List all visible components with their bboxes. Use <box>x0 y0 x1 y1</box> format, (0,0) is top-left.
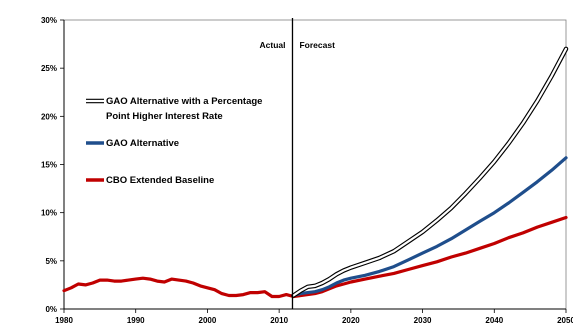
legend-label-gao-alternative: GAO Alternative <box>106 138 179 149</box>
y-tick-label: 15% <box>41 161 57 170</box>
x-tick-label: 2050 <box>557 316 573 325</box>
actual-forecast-divider: Actual Forecast <box>260 18 335 309</box>
y-axis: 0% 5% 10% 15% 20% 25% 30% <box>41 16 65 314</box>
series-line-gao-higher-rate <box>292 47 568 297</box>
x-tick-label: 2000 <box>199 316 217 325</box>
x-tick-label: 2040 <box>485 316 503 325</box>
legend-label-gao-higher-rate: GAO Alternative with a Percentage Point H… <box>106 96 262 122</box>
series-lines <box>62 46 569 299</box>
x-tick-label: 2020 <box>342 316 360 325</box>
history-line <box>62 276 296 299</box>
x-tick-label: 1980 <box>55 316 73 325</box>
y-tick-label: 5% <box>45 257 57 266</box>
series-line-cbo-baseline <box>291 215 568 299</box>
actual-label: Actual <box>260 40 286 50</box>
legend-label-cbo-baseline: CBO Extended Baseline <box>106 175 214 186</box>
x-tick-label: 1990 <box>127 316 145 325</box>
forecast-label: Forecast <box>299 40 335 50</box>
y-tick-label: 0% <box>45 305 57 314</box>
y-tick-label: 25% <box>41 64 57 73</box>
y-tick-label: 30% <box>41 16 57 25</box>
x-tick-label: 2030 <box>414 316 432 325</box>
legend: GAO Alternative with a Percentage Point H… <box>86 96 262 186</box>
series-line-gao-alternative <box>291 156 568 298</box>
y-tick-label: 20% <box>41 112 57 121</box>
series-line-gao-higher-rate-outline <box>291 46 569 298</box>
x-tick-label: 2010 <box>270 316 288 325</box>
x-axis: 1980 1990 2000 2010 2020 2030 2040 2050 <box>55 308 573 325</box>
y-tick-label: 10% <box>41 209 57 218</box>
